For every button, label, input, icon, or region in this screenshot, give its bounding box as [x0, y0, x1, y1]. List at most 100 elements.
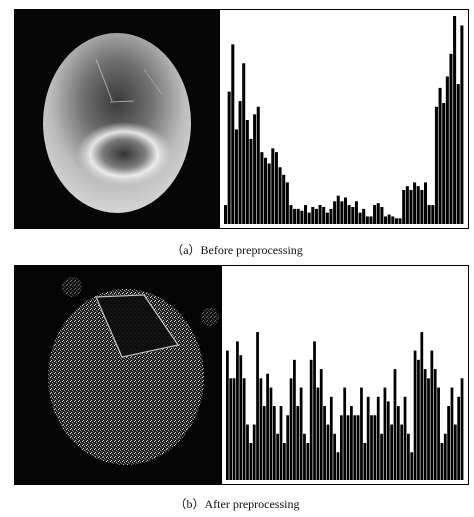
hist-after-bar-2 — [232, 378, 236, 480]
hist-after-bar-15 — [276, 433, 280, 480]
hist-before-bar-63 — [453, 16, 457, 224]
hist-before-bar-53 — [416, 186, 420, 224]
hist-after-bar-26 — [313, 341, 316, 480]
hist-before-bar-20 — [296, 208, 300, 224]
hist-after-bar-52 — [400, 424, 404, 480]
hist-after-bar-16 — [279, 406, 283, 480]
hist-after-bar-20 — [293, 359, 296, 480]
hist-after-bar-62 — [433, 369, 437, 480]
hist-before-bar-56 — [427, 205, 431, 224]
egg-image-before-svg — [14, 9, 219, 229]
hist-before-bar-37 — [358, 212, 362, 224]
hist-after-bar-14 — [272, 406, 276, 480]
egg-image-after-svg — [14, 265, 221, 485]
hist-after-bar-32 — [333, 433, 337, 480]
egg-image-after — [14, 265, 221, 485]
hist-after-bar-28 — [319, 369, 323, 480]
hist-before-bar-8 — [253, 114, 257, 224]
hist-after-bar-41 — [363, 443, 367, 480]
hist-before-bar-60 — [442, 102, 446, 224]
hist-before-bar-13 — [271, 148, 275, 224]
hist-after-bar-27 — [316, 387, 320, 480]
hist-after-bar-38 — [353, 415, 357, 480]
hist-after-bar-69 — [457, 396, 461, 480]
hist-after-bar-23 — [303, 433, 306, 480]
hist-after-bar-24 — [306, 443, 310, 480]
hist-after-bar-12 — [266, 373, 269, 480]
hist-before-bar-34 — [347, 205, 351, 224]
hist-after-bar-30 — [326, 424, 330, 480]
hist-after-bar-37 — [350, 406, 353, 480]
hist-before-bar-4 — [238, 101, 242, 224]
hist-before-bar-62 — [449, 53, 453, 225]
hist-before-bar-44 — [384, 216, 388, 224]
histogram-before — [219, 9, 469, 229]
hist-before-bar-19 — [293, 208, 297, 224]
hist-before-bar-11 — [264, 157, 268, 224]
hist-before-bar-1 — [227, 91, 231, 225]
hist-before-bar-5 — [242, 63, 246, 224]
hist-before-bar-15 — [278, 167, 282, 224]
hist-after-bar-46 — [380, 433, 383, 480]
hist-after-bar-65 — [443, 433, 447, 480]
hist-after-bar-25 — [309, 359, 313, 480]
hist-after-bar-57 — [417, 359, 420, 480]
hist-after-bar-21 — [296, 406, 300, 480]
hist-before-bar-40 — [369, 216, 373, 224]
hist-after-bar-11 — [262, 406, 266, 480]
hist-before-bar-6 — [245, 120, 249, 224]
hist-before-bar-54 — [420, 189, 424, 224]
hist-after-bar-67 — [450, 387, 454, 480]
hist-after-bar-44 — [373, 415, 377, 480]
hist-after-bar-35 — [343, 387, 347, 480]
hist-after-bar-40 — [360, 387, 363, 480]
hist-before-bar-39 — [365, 216, 369, 224]
hist-after-bar-43 — [370, 415, 373, 480]
hist-before-bar-64 — [456, 84, 460, 224]
hist-after-bar-4 — [239, 355, 243, 480]
hist-after-bar-18 — [286, 415, 290, 480]
hist-after-bar-13 — [269, 387, 273, 480]
hist-after-bar-49 — [390, 424, 394, 480]
hist-after-bar-45 — [376, 396, 380, 480]
hist-after-bar-3 — [236, 341, 239, 480]
egg-image-before — [14, 9, 219, 229]
hist-after-bar-47 — [383, 387, 387, 480]
hist-before-bar-23 — [307, 212, 311, 224]
hist-after-bar-64 — [440, 443, 444, 480]
hist-after-bar-54 — [407, 433, 410, 480]
hist-before-bar-38 — [362, 208, 366, 224]
hist-after-bar-17 — [282, 443, 286, 480]
hist-after-bar-36 — [346, 415, 350, 480]
hist-after-bar-58 — [420, 332, 424, 480]
hist-before-bar-0 — [224, 205, 228, 224]
hist-after-bar-22 — [299, 387, 303, 480]
hist-after-bar-56 — [413, 350, 417, 480]
hist-before-bar-49 — [402, 189, 406, 224]
hist-before-bar-59 — [438, 87, 442, 224]
hist-before-bar-46 — [391, 216, 395, 224]
hist-before-bar-42 — [376, 203, 380, 224]
hist-before-bar-27 — [322, 206, 326, 224]
hist-before-bar-33 — [344, 197, 348, 224]
hist-after-bar-19 — [289, 378, 293, 480]
hist-after-bar-50 — [393, 369, 397, 480]
hist-before-bar-7 — [249, 138, 253, 224]
histogram-after-svg — [226, 332, 464, 480]
hist-after-bar-5 — [242, 378, 246, 480]
hist-before-bar-9 — [256, 106, 260, 224]
hist-after-bar-61 — [430, 350, 434, 480]
caption-before: （a）Before preprocessing — [171, 243, 303, 257]
hist-after-bar-6 — [246, 424, 249, 480]
hist-before-bar-25 — [314, 208, 318, 224]
hist-before-bar-16 — [282, 174, 286, 224]
hist-after-bar-66 — [447, 406, 450, 480]
hist-after-bar-63 — [437, 387, 440, 480]
hist-before-bar-12 — [267, 163, 271, 224]
hist-before-bar-52 — [413, 182, 417, 224]
hist-before-bar-48 — [398, 218, 402, 224]
hist-before-bar-18 — [289, 205, 293, 224]
hist-before-bar-21 — [300, 210, 304, 224]
hist-after-bar-8 — [252, 424, 256, 480]
hist-after-bar-60 — [427, 378, 430, 480]
